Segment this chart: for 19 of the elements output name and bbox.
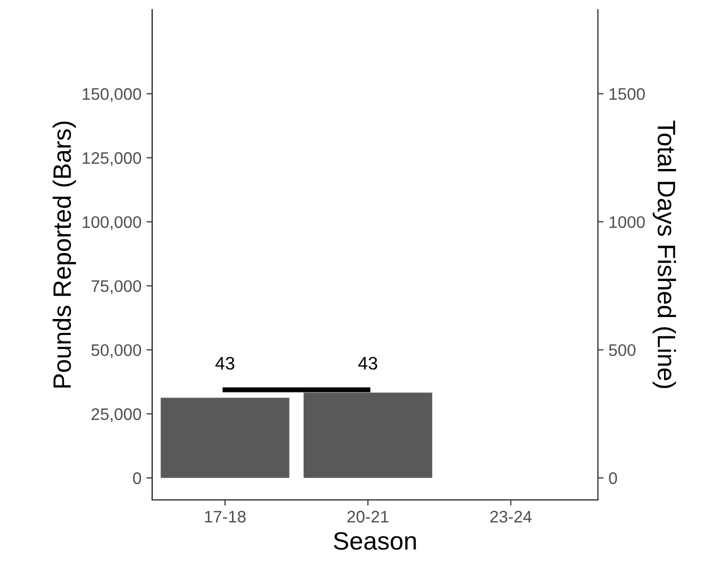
y-tick-label: 0	[133, 472, 142, 484]
y-tick-label: 100,000	[82, 216, 142, 230]
y2-tick-label: 0	[609, 472, 617, 484]
y2-tick-label: 1500	[610, 88, 645, 100]
y-tick-label: 75,000	[92, 280, 142, 294]
y2-axis-title: Total Days Fished (Line)	[652, 120, 676, 388]
x-tick-label: 17-18	[204, 510, 246, 523]
y-tick-label: 50,000	[91, 344, 142, 358]
y2-tick-label: 500	[609, 344, 636, 356]
y-axis-title: Pounds Reported (Bars)	[52, 122, 76, 388]
x-axis-title: Season	[334, 532, 416, 550]
y2-tick-label: 1000	[610, 216, 645, 228]
x-tick-label: 20-21	[347, 510, 388, 523]
y-tick-label: 150,000	[82, 88, 142, 102]
y-tick-label: 25,000	[92, 408, 142, 422]
x-tick-label: 23-24	[490, 510, 532, 523]
annotation: 43	[215, 356, 234, 370]
y-tick-label: 125,000	[82, 152, 142, 166]
annotation: 43	[358, 356, 378, 370]
